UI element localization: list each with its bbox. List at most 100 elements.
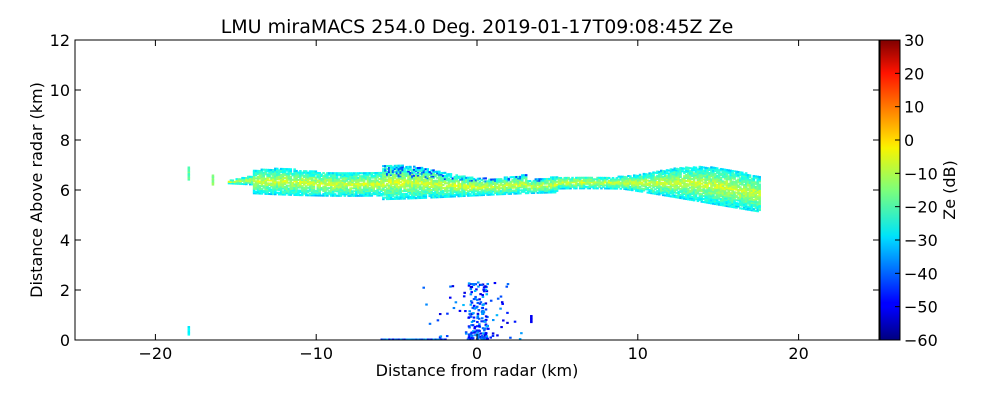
cloud-cell [330, 190, 333, 193]
cloud-cell [721, 168, 725, 171]
cloud-cell [372, 172, 376, 175]
cloud-cell [708, 194, 711, 197]
cloud-cell [413, 177, 416, 180]
cloud-cell [714, 202, 717, 206]
cloud-cell [742, 176, 746, 179]
cloud-cell [355, 187, 358, 190]
cloud-cell [370, 176, 374, 179]
cloud-cell [339, 190, 343, 193]
cloud-cell [358, 184, 362, 187]
cloud-cell [349, 175, 352, 178]
cloud-cell [297, 190, 300, 194]
cloud-cell [710, 199, 713, 202]
cloud-cell [457, 180, 460, 183]
cloud-cell [420, 195, 424, 198]
cloud-cell [704, 198, 707, 201]
colorbar-label: Ze (dB) [940, 160, 959, 220]
cloud-cell [289, 181, 293, 184]
cloud-cell [449, 185, 453, 188]
cloud-cell [287, 193, 291, 196]
cloud-cell [503, 183, 507, 187]
cloud-cell [563, 181, 567, 184]
cloud-cell [430, 175, 433, 178]
cloud-cell [490, 193, 493, 196]
cloud-cell [430, 191, 433, 195]
cloud-cell [495, 185, 499, 188]
cloud-cell [422, 190, 426, 193]
cloud-cell [758, 184, 761, 188]
cloud-cell [501, 184, 505, 187]
cloud-cell [266, 168, 269, 171]
cloud-cell [337, 181, 341, 184]
cloud-cell [694, 193, 698, 196]
cloud-cell [497, 181, 501, 184]
cloud-cell [428, 193, 431, 196]
cloud-cell [632, 187, 636, 190]
cloud-cell [279, 193, 283, 196]
cloud-cell [652, 183, 655, 186]
cloud-cell [673, 176, 677, 179]
cloud-cell [310, 179, 314, 182]
cloud-cell [577, 176, 580, 179]
cloud-cell [667, 185, 671, 189]
cloud-cell [677, 192, 680, 195]
cloud-cell [438, 173, 441, 176]
cloud-cell [746, 198, 750, 201]
cloud-cell [474, 189, 478, 192]
cloud-cell [721, 189, 725, 192]
cloud-cell [509, 189, 513, 192]
cloud-cell [422, 175, 426, 178]
cloud-cell [667, 187, 671, 190]
cloud-cell [715, 176, 719, 179]
cloud-cell [486, 190, 489, 193]
cloud-cell [505, 189, 509, 192]
cloud-cell [739, 172, 742, 175]
cloud-cell [382, 186, 385, 189]
cloud-cell [719, 179, 723, 183]
cloud-cell [505, 183, 509, 186]
cloud-cell [729, 175, 732, 178]
cloud-cell [700, 179, 704, 182]
cloud-cell [277, 188, 281, 191]
cloud-cell [438, 175, 441, 178]
clutter-cell [518, 338, 522, 340]
cloud-cell [453, 193, 457, 196]
cloud-cell [486, 184, 489, 187]
cloud-cell [372, 175, 376, 178]
cloud-cell [285, 184, 289, 187]
clutter-cell [481, 332, 485, 335]
cloud-cell [729, 189, 732, 192]
cloud-cell [741, 191, 744, 194]
cloud-cell [499, 190, 503, 193]
cloud-cell [299, 189, 302, 192]
cloud-cell [360, 190, 364, 193]
cloud-cell [588, 178, 592, 181]
cloud-cell [706, 176, 709, 179]
cloud-cell [509, 192, 513, 195]
cloud-cell [420, 178, 424, 181]
cloud-cell [453, 183, 457, 186]
cloud-cell [262, 182, 266, 185]
cloud-cell [611, 182, 615, 186]
cloud-cell [343, 193, 347, 196]
cloud-cell [522, 189, 526, 192]
clutter-cell [491, 332, 495, 335]
cloud-cell [548, 182, 551, 185]
cloud-cell [424, 181, 428, 184]
cloud-cell [567, 181, 570, 184]
cloud-cell [578, 184, 582, 187]
cloud-cell [719, 173, 723, 177]
cloud-cell [519, 186, 522, 189]
cloud-cell [544, 187, 547, 190]
cloud-cell [438, 196, 441, 199]
cloud-cell [673, 173, 677, 176]
cloud-cell [301, 191, 304, 194]
cloud-cell [679, 175, 682, 179]
cloud-cell [710, 182, 713, 185]
cloud-cell [436, 181, 439, 184]
cloud-cell [384, 192, 387, 195]
cloud-cell [553, 182, 557, 185]
cloud-cell [717, 175, 721, 178]
cloud-cell [679, 187, 682, 191]
cloud-cell [683, 193, 686, 196]
